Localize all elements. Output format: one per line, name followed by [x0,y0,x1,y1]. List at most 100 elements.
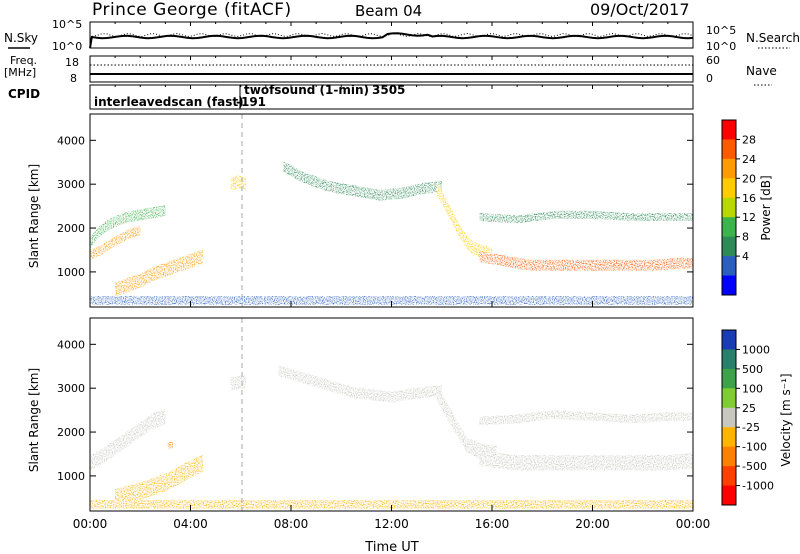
band-arc-08h-14h [283,161,442,201]
band-core-heart-04h [167,443,173,447]
power-cbar-swatch-7 [722,256,736,277]
velocity-colorbar-label: Velocity [m s⁻¹] [779,373,793,466]
velocity-ytick-label-3: 4000 [57,338,85,351]
noise-search-label: N.Search [746,31,800,45]
power-colorbar-label: Power [dB] [759,175,773,240]
velocity-ytick-label-2: 3000 [57,382,85,395]
power-cbar-swatch-4 [722,197,736,218]
velocity-cbar-tick-label-0: 1000 [742,343,770,356]
velocity-cbar-swatch-3 [722,388,736,409]
band-band-04h [115,454,204,507]
velocity-ylabel: Slant Range [km] [27,368,41,472]
cpid-mode1-id: -191 [236,95,266,109]
band-core-arc-08h-14h [278,368,442,400]
cpid-mode2-id: 3505 [372,83,405,97]
freq-label: Freq. [10,54,37,67]
velocity-cbar-swatch-4 [722,407,736,428]
velocity-ytick-label-1: 2000 [57,426,85,439]
band-arc-08h-14h [278,365,442,403]
freq-left-tick-bottom: 8 [70,72,77,85]
xtick-label-2: 08:00 [274,517,309,531]
power-ytick-label-0: 1000 [57,266,85,279]
power-ytick-label-3: 4000 [57,134,85,147]
freq-panel: Freq. [MHz] 18 8 60 0 Nave [4,54,777,86]
velocity-cbar-swatch-2 [722,368,736,389]
power-cbar-swatch-2 [722,158,736,179]
noise-left-tick-top: 10^5 [52,18,82,31]
power-cbar-tick-label-3: 16 [742,192,756,205]
power-y-axis: 1000 2000 3000 4000 [57,134,693,279]
band-core-band-early-upper [90,208,166,246]
band-core-band-late-upper [479,213,693,221]
noise-right-tick-bottom: 10^0 [706,40,736,53]
power-cbar-tick-label-0: 28 [742,133,756,146]
power-scatter [90,161,693,305]
power-cbar-tick-label-6: 4 [742,250,749,263]
xtick-label-3: 12:00 [374,517,409,531]
velocity-cbar-tick-label-2: 100 [742,382,763,395]
velocity-cbar-tick-label-6: -500 [742,460,767,473]
power-cbar-frame [721,119,737,296]
velocity-cbar-frame [721,329,737,506]
nave-right-tick-top: 60 [706,54,720,67]
power-cbar-swatch-8 [722,275,736,296]
power-x-ticks [89,22,694,307]
velocity-cbar-tick-label-3: 25 [742,402,756,415]
power-cbar-tick-label-2: 20 [742,172,756,185]
velocity-cbar-swatch-1 [722,349,736,370]
nave-right-tick-bottom: 0 [706,72,713,85]
band-core-descent-14h-16h [436,389,497,457]
noise-panel: N.Sky 10^5 10^0 10^5 10^0 N.Search [4,18,800,53]
xtick-label-4: 16:00 [475,517,510,531]
power-cbar-tick-label-4: 12 [742,211,756,224]
power-ytick-label-2: 3000 [57,178,85,191]
noise-sky-trace [89,32,694,49]
xtick-label-5: 20:00 [575,517,610,531]
band-core-band-late-main [479,254,693,268]
velocity-cbar-swatch-8 [722,485,736,506]
nave-label: Nave [746,64,777,78]
power-cbar-swatch-0 [722,120,736,140]
velocity-y-axis: 1000 2000 3000 4000 [57,338,693,483]
xtick-label-1: 04:00 [173,517,208,531]
band-core-band-04h [115,459,204,502]
band-core-arc-08h-14h [283,164,442,198]
band-core-band-late-main [479,455,693,466]
velocity-cbar-tick-label-7: -1000 [742,480,774,493]
xtick-label-0: 00:00 [73,517,108,531]
power-panel: 1000 2000 3000 4000 Slant Range [km] [27,22,694,308]
beam-title: Beam 04 [355,2,422,20]
velocity-cbar-tick-label-4: -25 [742,421,760,434]
xtick-label-6: 00:00 [676,517,711,531]
noise-right-tick-top: 10^5 [706,24,736,37]
band-core-band-early [90,413,166,466]
power-colorbar: 28 24 20 16 12 8 4 [721,119,756,296]
time-x-axis: 00:00 04:00 08:00 12:00 16:00 20:00 00:00 [73,505,711,531]
power-cbar-swatch-5 [722,217,736,238]
band-core-near-range-clutter [90,502,693,507]
band-band-late-upper [479,210,693,224]
velocity-cbar-tick-label-5: -100 [742,441,767,454]
noise-sky-label: N.Sky [4,31,38,45]
band-core-band-early-main [90,228,141,257]
cpid-mode2: twofsound (1-min) [244,83,369,97]
cpid-panel: CPID interleavedscan (fast) -191 twofsou… [8,83,694,110]
velocity-cbar-swatch-5 [722,427,736,448]
velocity-cbar-tick-label-1: 500 [742,363,763,376]
band-core-band-04h [115,253,204,293]
freq-left-tick-top: 18 [65,56,79,69]
freq-unit-label: [MHz] [4,66,36,79]
velocity-colorbar: 1000 500 100 25 -25 -100 -500 -1000 [721,329,774,506]
power-cbar-swatch-1 [722,139,736,160]
cpid-mode1: interleavedscan (fast) [94,95,244,109]
cpid-label: CPID [8,87,40,101]
velocity-cbar-swatch-7 [722,466,736,487]
station-title: Prince George (fitACF) [92,0,292,20]
velocity-cbar-swatch-6 [722,446,736,467]
power-ytick-label-1: 2000 [57,222,85,235]
band-core-ground-clutter [90,298,693,303]
power-cbar-swatch-3 [722,178,736,199]
band-core-band-late-upper [479,412,693,423]
band-descent-14h-16h [436,182,492,261]
